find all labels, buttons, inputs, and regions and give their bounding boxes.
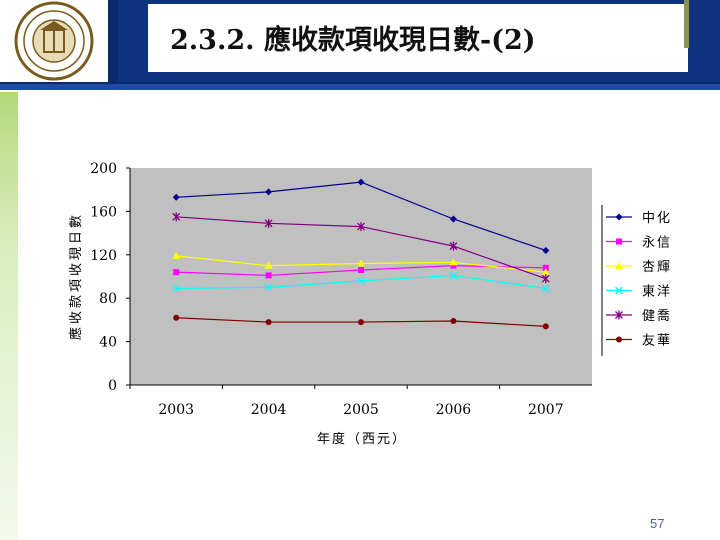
data-point — [264, 261, 273, 269]
legend-item: 杏輝 — [606, 260, 672, 275]
data-point — [449, 258, 458, 266]
data-point — [173, 314, 180, 321]
legend-item: 東洋 — [606, 284, 672, 300]
data-point — [541, 284, 550, 293]
data-point — [357, 259, 365, 267]
series-3 — [172, 251, 550, 276]
title-panel — [148, 4, 688, 72]
data-point — [357, 178, 365, 186]
data-point — [449, 215, 457, 223]
legend-label: 中化 — [642, 211, 672, 226]
header-rule — [0, 84, 720, 90]
legend-label: 杏輝 — [642, 260, 672, 275]
legend-item: 健喬 — [606, 308, 672, 324]
data-point — [615, 262, 623, 269]
data-point — [264, 283, 273, 292]
series-1 — [172, 178, 550, 254]
legend-label: 東洋 — [642, 284, 672, 300]
series-5 — [172, 212, 550, 284]
data-point — [615, 310, 623, 320]
y-tick-label: 200 — [90, 161, 117, 177]
slide-header: 2.3.2. 應收款項收現日數-(2) — [0, 0, 720, 90]
data-point — [172, 193, 180, 201]
series-6 — [173, 314, 549, 330]
data-point — [172, 212, 181, 222]
data-point — [541, 268, 550, 276]
y-tick-label: 120 — [90, 248, 117, 264]
university-seal-icon — [0, 0, 108, 82]
data-point — [449, 271, 458, 280]
x-tick-label: 2005 — [343, 402, 379, 418]
data-point — [173, 269, 180, 276]
page-number: 57 — [650, 516, 665, 531]
slide-title: 2.3.2. 應收款項收現日數-(2) — [170, 25, 536, 56]
y-tick-label: 0 — [108, 378, 117, 394]
data-point — [616, 238, 622, 245]
data-point — [542, 264, 549, 271]
data-point — [542, 246, 550, 254]
y-tick-label: 80 — [99, 291, 117, 307]
data-point — [265, 272, 272, 279]
left-accent-strip — [0, 92, 18, 540]
data-point — [542, 323, 549, 330]
y-axis-label: 應收款項收現日數 — [68, 212, 84, 340]
legend-item: 永信 — [606, 236, 672, 251]
legend-label: 永信 — [642, 236, 672, 251]
x-tick-label: 2006 — [436, 402, 472, 418]
series-4 — [172, 271, 550, 293]
data-point — [172, 284, 181, 293]
data-point — [615, 213, 623, 221]
x-tick-label: 2003 — [158, 402, 194, 418]
data-point — [358, 266, 364, 273]
data-point — [541, 274, 550, 284]
data-point — [449, 241, 458, 251]
legend-item: 友華 — [606, 333, 672, 349]
data-point — [357, 276, 365, 285]
data-point — [172, 251, 181, 259]
x-axis-label: 年度（西元） — [317, 431, 407, 447]
data-point — [450, 262, 457, 269]
data-point — [450, 317, 457, 324]
data-point — [265, 188, 273, 196]
x-tick-label: 2004 — [251, 402, 287, 418]
header-accent-bar — [684, 0, 689, 48]
legend-label: 友華 — [642, 333, 672, 349]
data-point — [357, 222, 365, 232]
data-point — [358, 319, 364, 326]
data-point — [264, 218, 273, 228]
data-point — [615, 286, 623, 295]
data-point — [616, 336, 622, 343]
data-point — [265, 319, 272, 326]
x-tick-label: 2007 — [528, 402, 564, 418]
y-tick-label: 40 — [99, 335, 117, 351]
legend-item: 中化 — [606, 211, 672, 226]
y-tick-label: 160 — [90, 204, 117, 220]
legend-label: 健喬 — [642, 308, 672, 324]
series-2 — [173, 262, 549, 279]
plot-area — [130, 168, 592, 385]
